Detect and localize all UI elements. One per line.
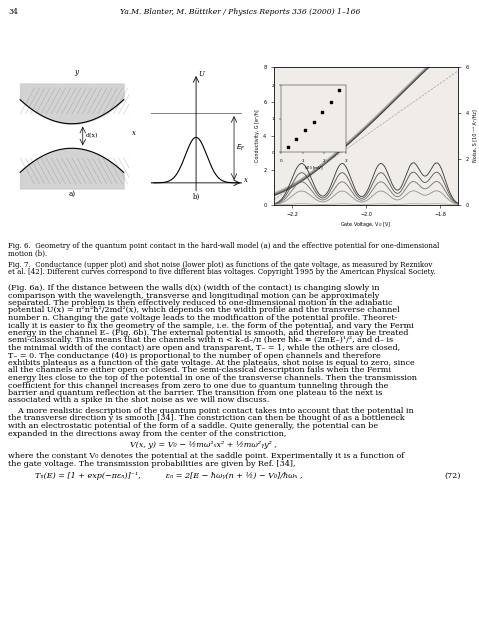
Text: motion (b).: motion (b).: [8, 250, 47, 257]
Text: ically it is easier to fix the geometry of the sample, i.e. the form of the pote: ically it is easier to fix the geometry …: [8, 321, 414, 330]
Text: x: x: [244, 175, 248, 184]
Text: (Fig. 6a). If the distance between the walls d(x) (width of the contact) is chan: (Fig. 6a). If the distance between the w…: [8, 284, 379, 292]
Text: (72): (72): [445, 472, 461, 479]
Text: A more realistic description of the quantum point contact takes into account tha: A more realistic description of the quan…: [8, 407, 414, 415]
Text: U: U: [198, 70, 204, 78]
Point: [309, 117, 317, 127]
Text: d(x): d(x): [86, 133, 98, 139]
Point: [335, 85, 343, 95]
Text: x: x: [132, 129, 136, 137]
Text: a): a): [68, 190, 75, 198]
Y-axis label: Conductivity, G [e²/h]: Conductivity, G [e²/h]: [255, 109, 261, 163]
Text: $E_F$: $E_F$: [236, 143, 245, 153]
Text: expanded in the directions away from the center of the constriction,: expanded in the directions away from the…: [8, 429, 286, 438]
Text: potential U(x) = π²n²ħ²/2md²(x), which depends on the width profile and the tran: potential U(x) = π²n²ħ²/2md²(x), which d…: [8, 307, 399, 314]
Text: exhibits plateaus as a function of the gate voltage. At the plateaus, shot noise: exhibits plateaus as a function of the g…: [8, 359, 415, 367]
Text: coefficient for this channel increases from zero to one due to quantum tunneling: coefficient for this channel increases f…: [8, 381, 388, 390]
Text: energy lies close to the top of the potential in one of the transverse channels.: energy lies close to the top of the pote…: [8, 374, 417, 382]
Text: number n. Changing the gate voltage leads to the modification of the potential p: number n. Changing the gate voltage lead…: [8, 314, 398, 322]
Text: the transverse direction y is smooth [34]. The constriction can then be thought : the transverse direction y is smooth [34…: [8, 415, 405, 422]
Point: [284, 142, 291, 152]
Text: associated with a spike in the shot noise as we will now discuss.: associated with a spike in the shot nois…: [8, 397, 269, 404]
Text: y: y: [74, 68, 78, 76]
Text: the gate voltage. The transmission probabilities are given by Ref. [34],: the gate voltage. The transmission proba…: [8, 460, 296, 468]
Text: Fig. 7.  Conductance (upper plot) and shot noise (lower plot) as functions of th: Fig. 7. Conductance (upper plot) and sho…: [8, 261, 433, 269]
Point: [292, 134, 300, 144]
X-axis label: $V_{DS}$ [mV]: $V_{DS}$ [mV]: [304, 164, 323, 172]
Text: Tₙ(E) = [1 + exp(−πεₙ)]⁻¹,          εₙ = 2[E − ħωᵧ(n + ½) − V₀]/ħωₓ ,: Tₙ(E) = [1 + exp(−πεₙ)]⁻¹, εₙ = 2[E − ħω…: [35, 472, 303, 479]
Text: with an electrostatic potential of the form of a saddle. Quite generally, the po: with an electrostatic potential of the f…: [8, 422, 378, 430]
Text: energy in the channel E– (Fig. 6b). The external potential is smooth, and theref: energy in the channel E– (Fig. 6b). The …: [8, 329, 409, 337]
Text: all the channels are either open or closed. The semi-classical description fails: all the channels are either open or clos…: [8, 367, 391, 374]
Text: T– = 0. The conductance (40) is proportional to the number of open channels and : T– = 0. The conductance (40) is proporti…: [8, 351, 381, 360]
Text: et al. [42]. Different curves correspond to five different bias voltages. Copyri: et al. [42]. Different curves correspond…: [8, 269, 436, 276]
Point: [301, 125, 308, 136]
Text: 34: 34: [8, 8, 18, 16]
X-axis label: Gate Voltage, V$_G$ [V]: Gate Voltage, V$_G$ [V]: [341, 220, 392, 229]
Text: where the constant V₀ denotes the potential at the saddle point. Experimentally : where the constant V₀ denotes the potent…: [8, 452, 404, 461]
Text: b): b): [193, 193, 200, 200]
Point: [318, 107, 326, 117]
Text: comparison with the wavelength, transverse and longitudinal motion can be approx: comparison with the wavelength, transver…: [8, 291, 379, 300]
Text: Ya.M. Blanter, M. Büttiker / Physics Reports 336 (2000) 1–166: Ya.M. Blanter, M. Büttiker / Physics Rep…: [120, 8, 360, 16]
Text: barrier and quantum reflection at the barrier. The transition from one plateau t: barrier and quantum reflection at the ba…: [8, 389, 382, 397]
Point: [327, 97, 334, 107]
Text: V(x, y) = V₀ − ½mω²ₓx² + ½mω²ᵧy² ,: V(x, y) = V₀ − ½mω²ₓx² + ½mω²ᵧy² ,: [130, 441, 277, 449]
Text: the minimal width of the contact) are open and transparent, T– = 1, while the ot: the minimal width of the contact) are op…: [8, 344, 400, 352]
Text: separated. The problem is then effectively reduced to one-dimensional motion in : separated. The problem is then effective…: [8, 299, 393, 307]
Y-axis label: Noise, S [10⁻²⁶ A²/Hz]: Noise, S [10⁻²⁶ A²/Hz]: [472, 109, 477, 163]
Text: Fig. 6.  Geometry of the quantum point contact in the hard-wall model (a) and th: Fig. 6. Geometry of the quantum point co…: [8, 242, 439, 250]
Text: semi-classically. This means that the channels with n < k–d–/π (here ħk– ≡ (2mE–: semi-classically. This means that the ch…: [8, 337, 393, 344]
